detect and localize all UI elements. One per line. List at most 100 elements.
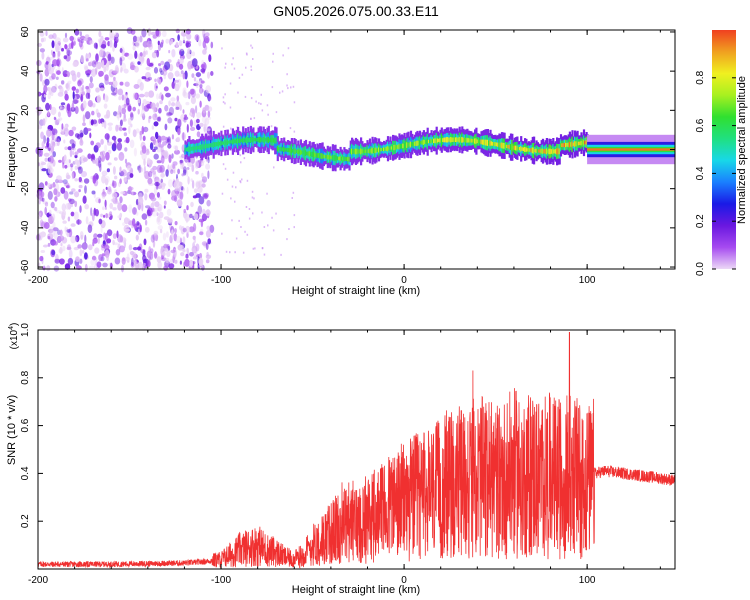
- band-core: [467, 138, 470, 143]
- band-core: [540, 148, 543, 154]
- noise-blob: [201, 183, 206, 188]
- noise-blob: [127, 117, 132, 126]
- noise-blob: [47, 228, 54, 234]
- band-core: [295, 149, 299, 153]
- noise-blob: [44, 202, 49, 207]
- y-tick-label: 0.2: [20, 514, 31, 528]
- band-core: [348, 156, 351, 162]
- noise-blob: [66, 174, 71, 180]
- band-core: [265, 138, 268, 142]
- noise-blob: [74, 106, 79, 115]
- noise-blob: [144, 170, 150, 180]
- noise-blob: [53, 116, 57, 120]
- noise-blob: [64, 44, 68, 50]
- band-core: [527, 148, 530, 152]
- band-core: [440, 137, 443, 143]
- noise-dot: [237, 91, 239, 94]
- noise-blob: [79, 132, 84, 138]
- band-core: [416, 140, 419, 147]
- noise-blob: [101, 243, 106, 249]
- band-core: [301, 150, 304, 155]
- noise-blob: [127, 190, 131, 194]
- noise-blob: [111, 192, 118, 199]
- noise-blob: [126, 253, 130, 261]
- noise-blob: [207, 170, 210, 179]
- noise-dot: [231, 185, 234, 188]
- noise-blob: [190, 88, 196, 98]
- noise-blob: [56, 118, 61, 123]
- noise-blob: [204, 32, 210, 37]
- noise-dot: [250, 97, 253, 100]
- noise-dot: [239, 180, 241, 183]
- noise-blob: [78, 85, 82, 93]
- noise-dot: [229, 106, 232, 109]
- noise-blob: [59, 86, 64, 95]
- noise-blob: [174, 70, 180, 77]
- noise-blob: [142, 259, 148, 263]
- noise-blob: [82, 100, 87, 109]
- noise-dot: [292, 191, 295, 194]
- noise-blob: [104, 37, 110, 41]
- noise-dot: [244, 95, 247, 98]
- noise-blob: [122, 222, 126, 226]
- noise-blob: [186, 123, 189, 133]
- noise-blob: [207, 93, 211, 102]
- band-core: [393, 144, 396, 151]
- noise-blob: [179, 57, 184, 65]
- band-core: [228, 140, 231, 144]
- noise-blob: [78, 184, 83, 189]
- noise-blob: [38, 199, 41, 205]
- noise-blob: [64, 32, 68, 38]
- y-tick-label: 0.4: [20, 466, 31, 480]
- noise-blob: [140, 249, 146, 254]
- noise-blob: [194, 34, 200, 41]
- band-core: [371, 147, 374, 154]
- band-core: [307, 151, 310, 156]
- noise-blob: [82, 122, 86, 126]
- noise-blob: [174, 117, 178, 122]
- band-core: [325, 155, 328, 159]
- noise-blob: [123, 177, 127, 182]
- noise-dot: [248, 217, 251, 220]
- noise-blob: [174, 187, 181, 194]
- noise-blob: [171, 102, 176, 107]
- noise-blob: [47, 236, 51, 240]
- noise-blob: [163, 265, 169, 271]
- noise-blob: [48, 66, 54, 75]
- noise-blob: [117, 202, 122, 211]
- noise-blob: [167, 117, 173, 124]
- noise-blob: [156, 164, 163, 174]
- band-core: [580, 140, 583, 146]
- noise-blob: [84, 263, 88, 272]
- colorbar-tick-label: 0.0: [695, 262, 706, 276]
- noise-blob: [102, 262, 108, 268]
- band-core: [248, 138, 251, 142]
- band-core: [327, 155, 331, 160]
- band-core: [457, 137, 460, 142]
- band-core: [213, 142, 217, 147]
- colorbar-tick-label: 0.4: [695, 166, 706, 180]
- band-core: [244, 137, 247, 143]
- noise-blob: [147, 177, 153, 185]
- noise-blob: [42, 265, 46, 271]
- band-core: [224, 140, 227, 146]
- band-core: [226, 139, 229, 146]
- snr-frame: [37, 329, 676, 570]
- noise-blob: [102, 206, 105, 211]
- noise-blob: [38, 210, 43, 217]
- y-tick-label: -40: [20, 220, 31, 235]
- noise-blob: [165, 38, 170, 44]
- noise-blob: [202, 49, 207, 55]
- noise-dot: [250, 117, 252, 120]
- noise-blob: [64, 93, 69, 101]
- noise-blob: [177, 34, 180, 41]
- band-core: [217, 141, 220, 147]
- noise-blob: [72, 91, 75, 100]
- band-core: [584, 140, 587, 145]
- noise-blob: [159, 228, 163, 234]
- band-core: [283, 146, 286, 152]
- noise-blob: [61, 80, 65, 85]
- noise-blob: [162, 251, 167, 256]
- noise-blob: [157, 206, 162, 212]
- band-core: [384, 147, 387, 151]
